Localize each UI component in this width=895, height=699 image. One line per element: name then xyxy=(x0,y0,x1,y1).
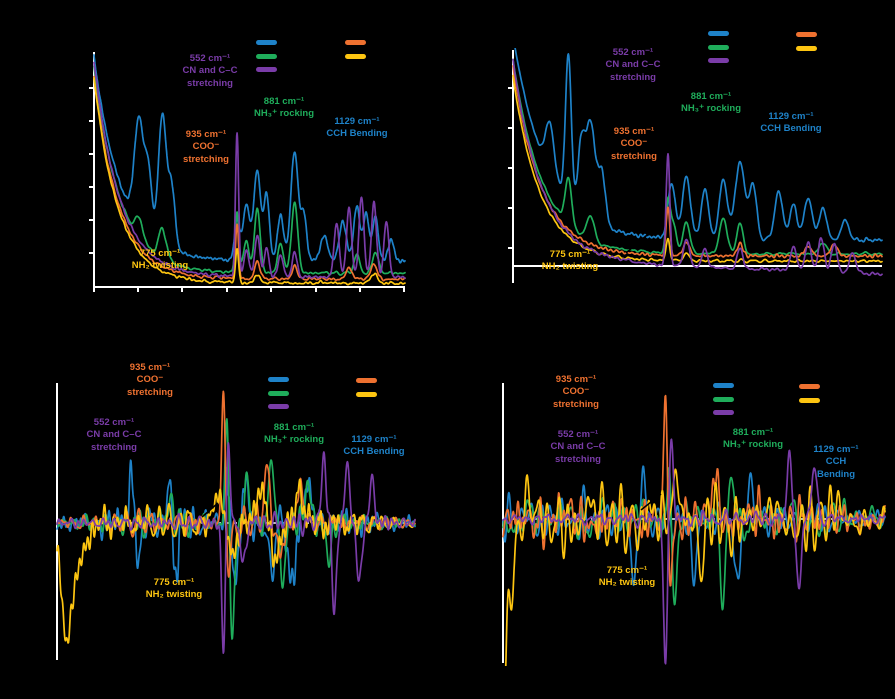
spectrum-line-orange xyxy=(502,394,886,587)
panel-c-series xyxy=(56,390,416,654)
spectrum-line-yellow xyxy=(56,478,416,644)
annotation-pointer-line xyxy=(640,493,662,511)
spectrum-line-green xyxy=(502,466,886,611)
spectrum-line-purple xyxy=(93,61,406,279)
panel-d-series xyxy=(502,394,886,666)
panel-c xyxy=(56,383,416,660)
panel-d xyxy=(502,383,886,666)
spectrum-line-orange xyxy=(93,75,406,282)
annotation-pointer-line xyxy=(625,229,654,254)
panel-a-axes xyxy=(89,52,405,292)
spectrum-line-blue xyxy=(514,48,883,243)
annotation-pointer-line xyxy=(201,502,219,518)
spectrum-line-yellow xyxy=(512,74,883,264)
spectrum-line-yellow xyxy=(93,77,406,286)
panel-a-series xyxy=(93,53,406,286)
spectrum-line-orange xyxy=(512,65,883,259)
spectrum-line-purple xyxy=(512,58,883,277)
panel-b-axes xyxy=(508,50,882,283)
spectrum-line-green xyxy=(512,58,883,257)
panel-b-series xyxy=(512,48,883,277)
spectrum-line-yellow xyxy=(504,468,886,666)
panel-b xyxy=(508,48,883,283)
spectrum-line-purple xyxy=(56,442,416,654)
panel-a xyxy=(89,52,406,292)
spectrum-line-purple xyxy=(502,438,886,665)
annotation-pointer-line xyxy=(199,242,231,256)
spectrum-line-blue xyxy=(93,53,406,264)
